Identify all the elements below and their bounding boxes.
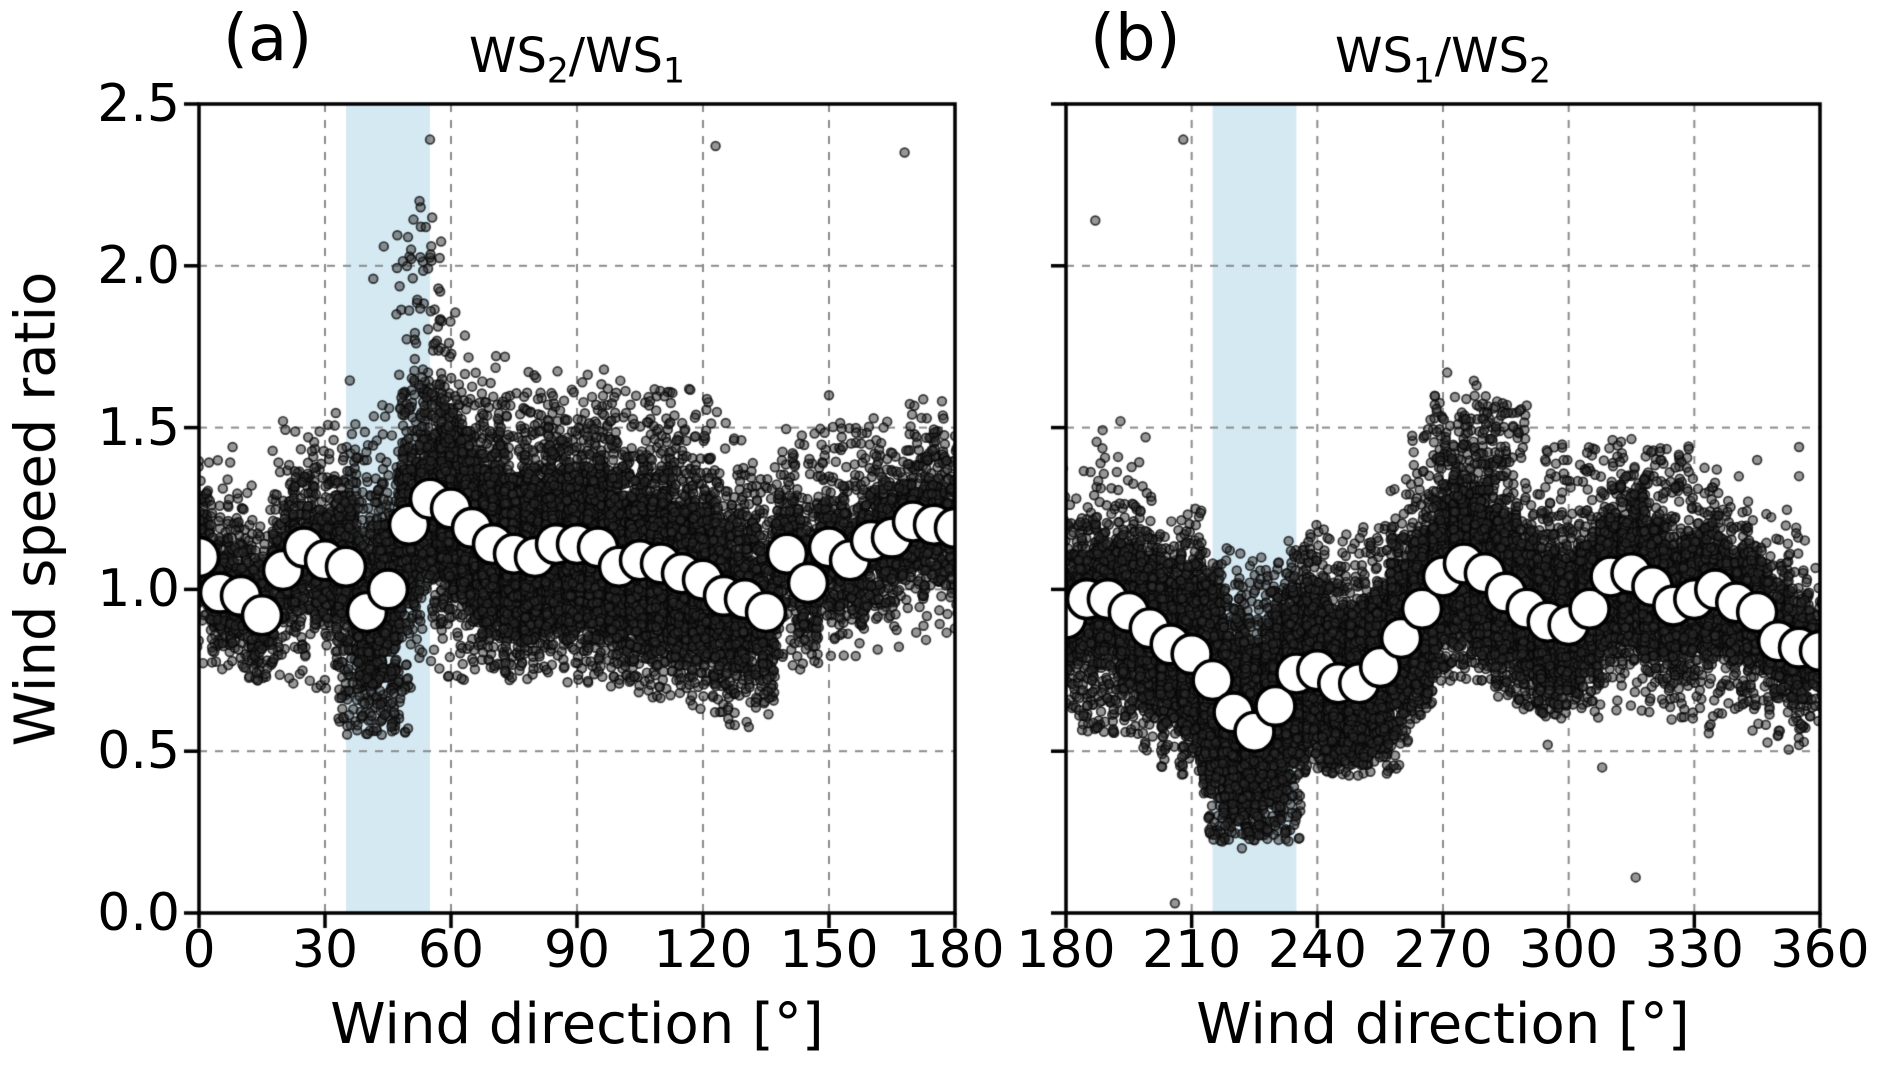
panel-a-x-axis-label: Wind direction [°] [330, 992, 824, 1057]
panel-b-x-axis-label: Wind direction [°] [1196, 992, 1690, 1057]
x-tick-label: 210 [1142, 920, 1242, 980]
x-tick-label: 180 [905, 920, 1005, 980]
y-axis-label: Wind speed ratio [3, 271, 69, 747]
panel-a-letter: (a) [223, 2, 313, 76]
y-tick-label: 1.0 [97, 559, 180, 620]
x-tick-label: 360 [1770, 920, 1870, 980]
formula-text: WS [468, 28, 547, 84]
x-tick-label: 240 [1267, 920, 1367, 980]
x-tick-label: 120 [653, 920, 753, 980]
x-tick-label: 270 [1393, 920, 1493, 980]
formula-sub: 1 [1412, 51, 1435, 92]
formula-text: WS [1334, 28, 1413, 84]
panel-a-formula: WS2/WS1 [199, 28, 955, 92]
panel-a-title: (a) WS2/WS1 [199, 2, 955, 102]
x-tick-label: 30 [291, 920, 359, 980]
y-tick-label: 2.0 [97, 235, 180, 296]
y-tick-label: 2.5 [97, 74, 180, 134]
panel-b-title: (b) WS1/WS2 [1066, 2, 1820, 102]
x-tick-label: 60 [417, 920, 485, 980]
formula-text: /WS [1434, 28, 1530, 84]
panel-b-formula: WS1/WS2 [1066, 28, 1820, 92]
x-tick-label: 180 [1016, 920, 1116, 980]
panel-b-letter: (b) [1090, 2, 1181, 76]
x-tick-label: 330 [1644, 920, 1744, 980]
formula-sub: 2 [546, 51, 569, 92]
x-tick-label: 90 [543, 920, 611, 980]
y-tick-label: 1.5 [97, 397, 180, 458]
formula-sub: 2 [1529, 51, 1551, 92]
x-tick-label: 300 [1519, 920, 1619, 980]
formula-sub: 1 [663, 51, 685, 92]
x-tick-label: 150 [779, 920, 879, 980]
y-tick-label: 0.0 [97, 883, 180, 943]
formula-text: /WS [568, 28, 664, 84]
y-tick-label: 0.5 [97, 721, 180, 782]
x-tick-label: 0 [182, 920, 216, 980]
